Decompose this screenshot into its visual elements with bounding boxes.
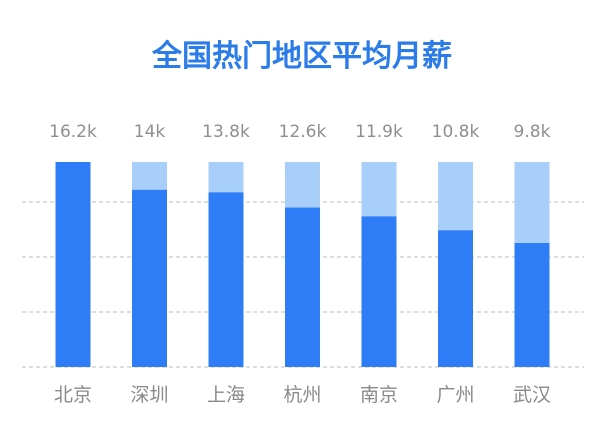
value-labels-group: 16.2k 14k 13.8k 12.6k 11.9k 10.8k 9.8k	[49, 122, 550, 142]
bar-2	[208, 192, 244, 367]
value-label: 11.9k	[355, 122, 403, 142]
category-label: 杭州	[283, 384, 321, 406]
chart-title: 全国热门地区平均月薪	[151, 39, 452, 74]
bar-5	[438, 230, 473, 367]
category-labels-group: 北京 深圳 上海 杭州 南京 广州 武汉	[54, 384, 551, 406]
category-label: 北京	[54, 384, 92, 406]
bar-4	[361, 216, 397, 367]
bar-0	[55, 162, 91, 367]
bar-3	[285, 207, 320, 367]
bar-1	[132, 189, 167, 367]
value-label: 9.8k	[514, 122, 551, 142]
category-label: 武汉	[513, 384, 551, 406]
value-label: 14k	[134, 122, 166, 142]
category-label: 广州	[436, 384, 474, 406]
value-label: 16.2k	[49, 122, 97, 142]
category-label: 南京	[360, 384, 398, 406]
category-label: 深圳	[130, 384, 168, 406]
value-label: 13.8k	[202, 122, 250, 142]
value-label: 12.6k	[279, 122, 327, 142]
bar-6	[514, 242, 550, 367]
bars-group	[55, 162, 550, 367]
category-label: 上海	[207, 384, 245, 406]
value-label: 10.8k	[432, 122, 480, 142]
